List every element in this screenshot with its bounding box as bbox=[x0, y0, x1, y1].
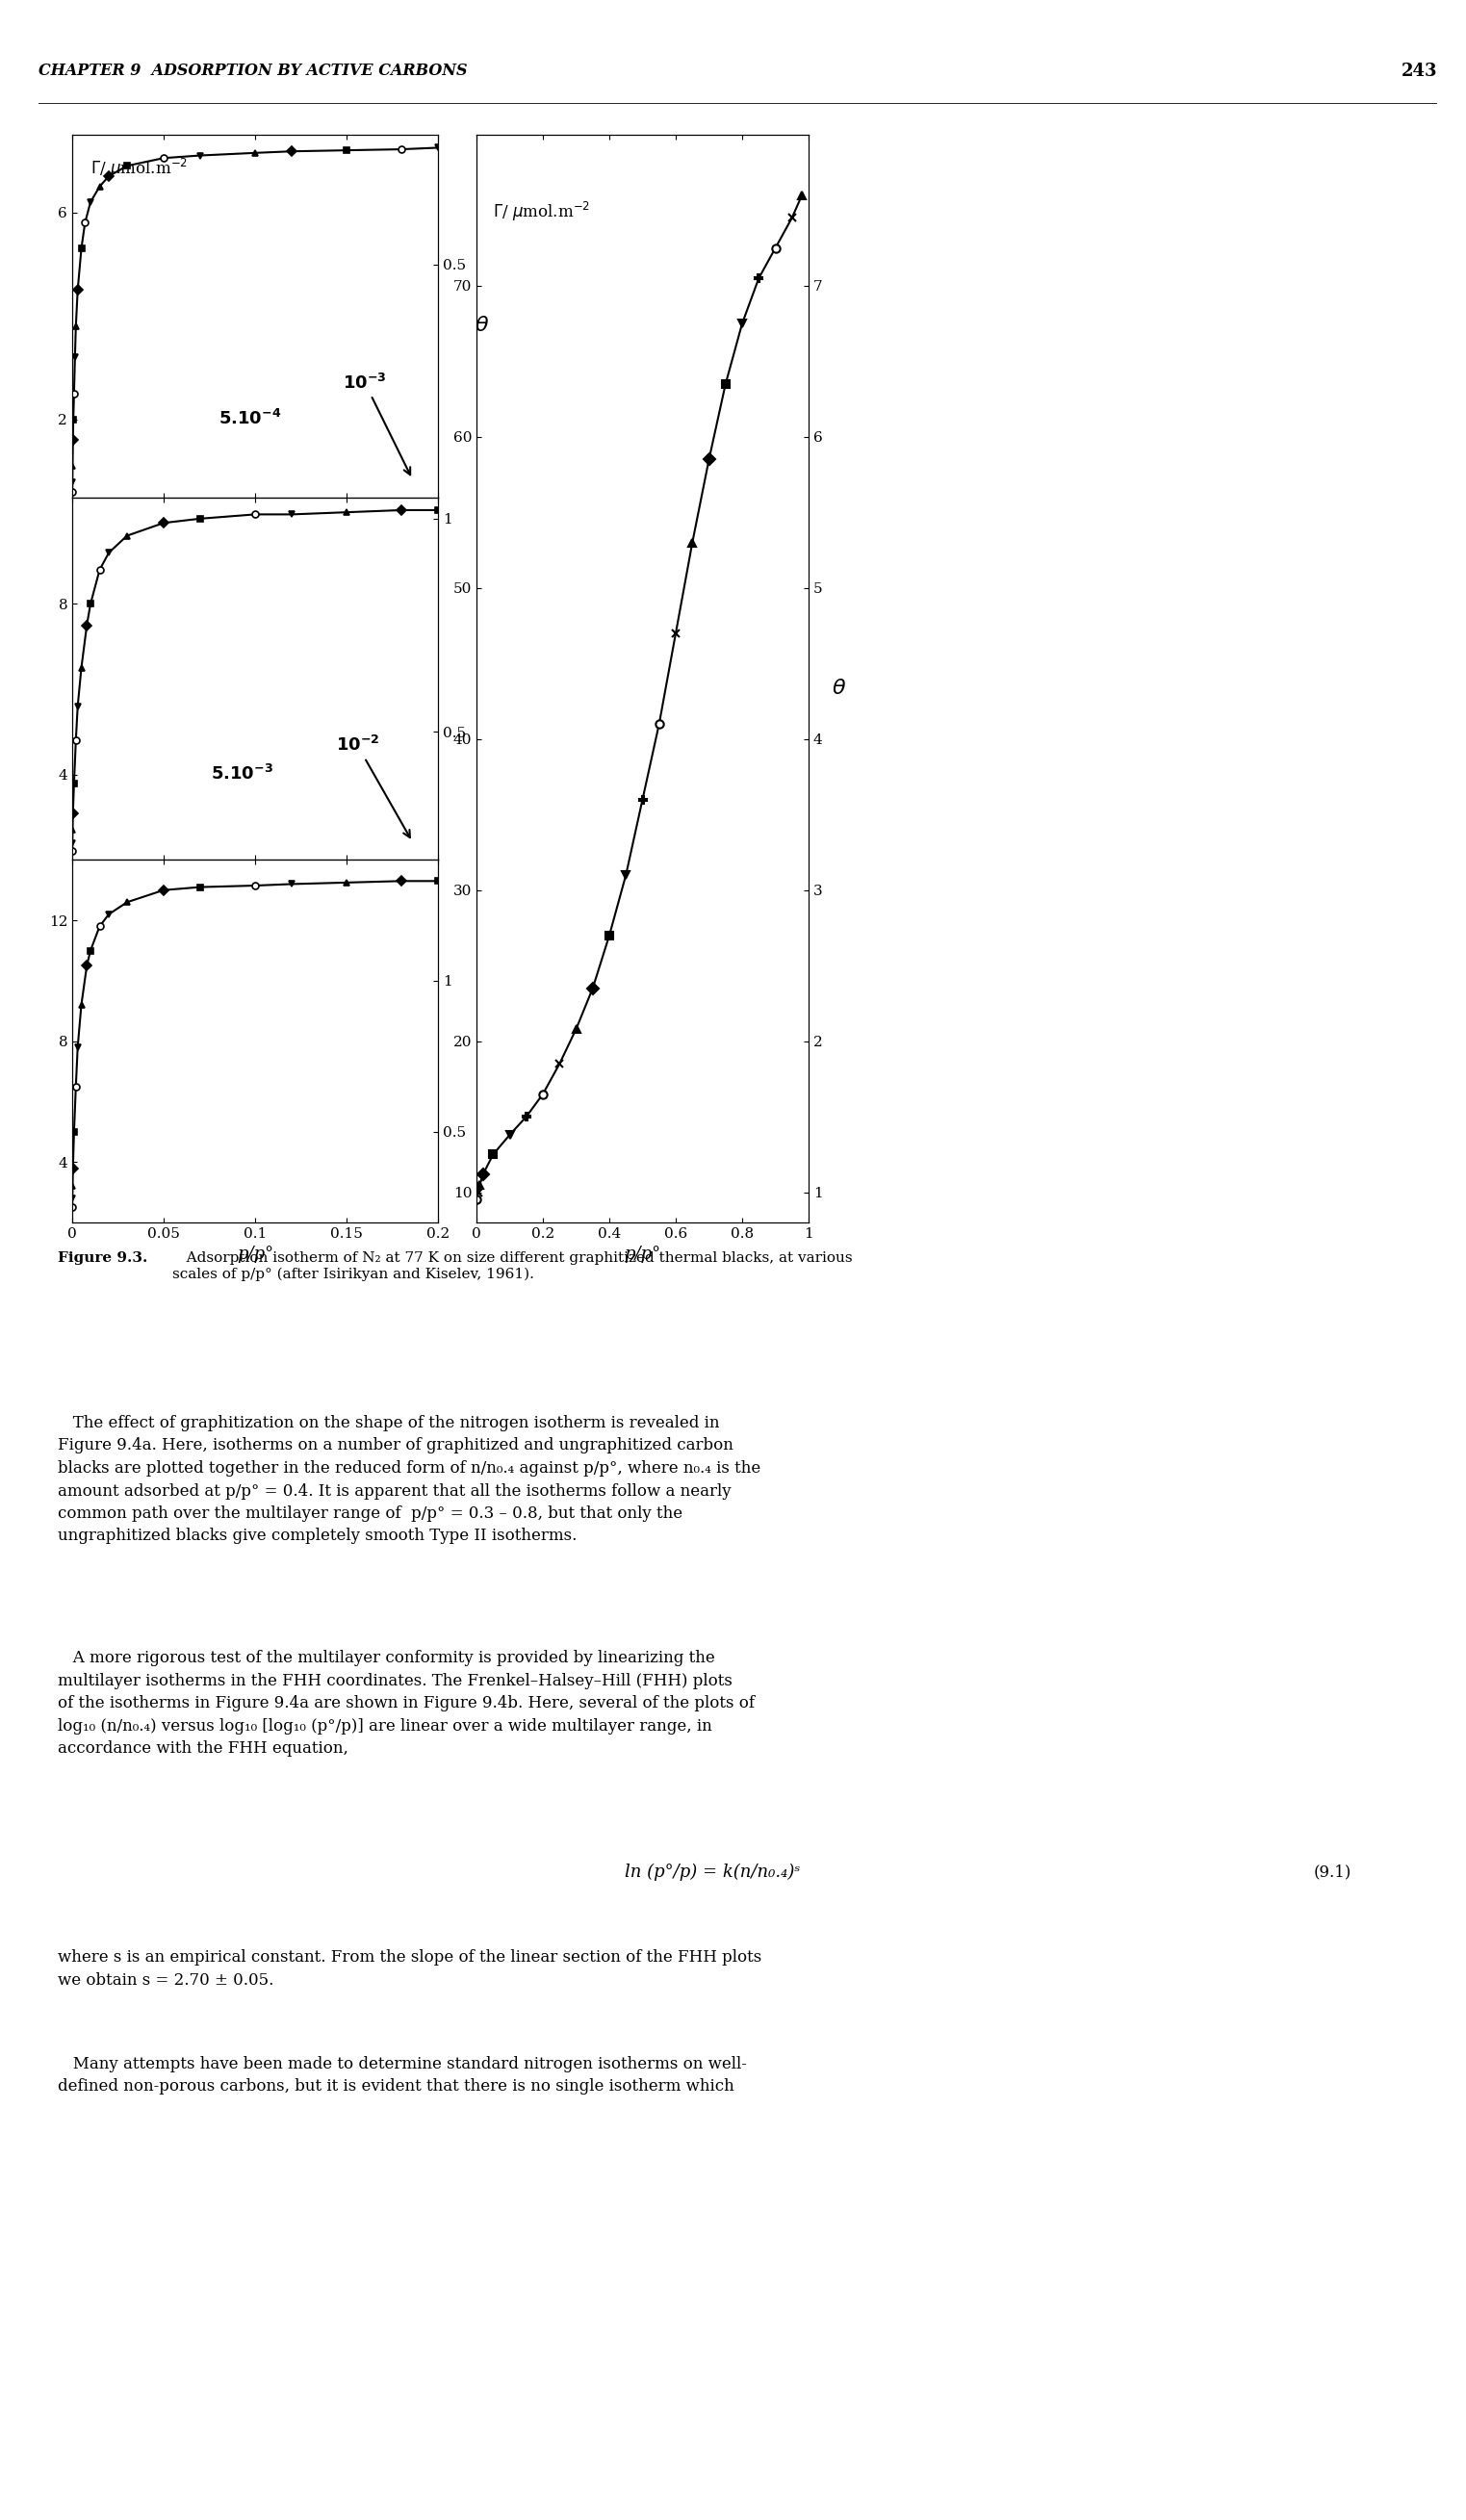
Text: $\Gamma$/ $\mu$mol.m$^{-2}$: $\Gamma$/ $\mu$mol.m$^{-2}$ bbox=[91, 156, 188, 179]
Text: $\Gamma$/ $\mu$mol.m$^{-2}$: $\Gamma$/ $\mu$mol.m$^{-2}$ bbox=[493, 199, 591, 224]
X-axis label: p/p°: p/p° bbox=[625, 1245, 661, 1263]
Text: 243: 243 bbox=[1401, 63, 1437, 81]
X-axis label: p/p°: p/p° bbox=[236, 1245, 274, 1263]
Text: CHAPTER 9  ADSORPTION BY ACTIVE CARBONS: CHAPTER 9 ADSORPTION BY ACTIVE CARBONS bbox=[38, 63, 468, 81]
Text: (9.1): (9.1) bbox=[1314, 1865, 1352, 1880]
Text: Figure 9.3.: Figure 9.3. bbox=[57, 1252, 148, 1265]
Text: $\mathbf{10^{-3}}$: $\mathbf{10^{-3}}$ bbox=[343, 373, 410, 474]
Text: Adsorption isotherm of N₂ at 77 K on size different graphitized thermal blacks, : Adsorption isotherm of N₂ at 77 K on siz… bbox=[173, 1252, 853, 1280]
Text: $\mathbf{5.10^{-3}}$: $\mathbf{5.10^{-3}}$ bbox=[211, 764, 274, 784]
Text: $\mathbf{10^{-2}}$: $\mathbf{10^{-2}}$ bbox=[336, 736, 410, 837]
Y-axis label: $\theta$: $\theta$ bbox=[831, 678, 846, 698]
Text: Many attempts have been made to determine standard nitrogen isotherms on well-
d: Many attempts have been made to determin… bbox=[57, 2056, 746, 2094]
Text: A more rigorous test of the multilayer conformity is provided by linearizing the: A more rigorous test of the multilayer c… bbox=[57, 1651, 755, 1756]
Text: where s is an empirical constant. From the slope of the linear section of the FH: where s is an empirical constant. From t… bbox=[57, 1948, 762, 1988]
Text: $\mathbf{5.10^{-4}}$: $\mathbf{5.10^{-4}}$ bbox=[218, 408, 281, 428]
Text: ln (p°/p) = k(n/n₀.₄)ˢ: ln (p°/p) = k(n/n₀.₄)ˢ bbox=[625, 1865, 800, 1882]
Text: The effect of graphitization on the shape of the nitrogen isotherm is revealed i: The effect of graphitization on the shap… bbox=[57, 1414, 761, 1545]
Y-axis label: $\theta$: $\theta$ bbox=[475, 315, 490, 335]
